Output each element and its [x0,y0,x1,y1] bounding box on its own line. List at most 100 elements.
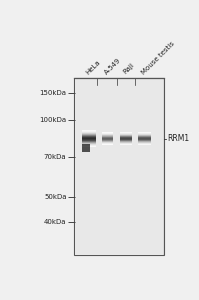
Bar [120,134,132,135]
Bar [82,141,96,142]
Text: 150kDa: 150kDa [40,90,66,96]
Bar [82,139,96,140]
Text: RRM1: RRM1 [167,134,189,143]
Bar [120,141,132,142]
Bar [120,135,132,136]
Bar [138,132,151,133]
Bar [82,147,96,148]
Bar [82,138,96,139]
Bar [82,145,96,146]
Bar [120,137,132,138]
Bar [102,132,113,133]
Bar [102,137,113,138]
Text: Mouse testis: Mouse testis [140,40,176,75]
Bar [82,145,96,146]
Bar [82,135,96,136]
Bar [102,135,113,136]
Bar [120,143,132,144]
Bar [102,138,113,139]
Bar [138,132,151,133]
Bar [138,137,151,138]
Text: 70kDa: 70kDa [44,154,66,160]
Bar [138,134,151,135]
Bar [82,146,96,147]
Text: 100kDa: 100kDa [39,117,66,123]
Bar [102,142,113,143]
Bar [120,142,132,143]
Text: A-549: A-549 [103,57,122,75]
Bar [138,142,151,143]
Bar [102,141,113,142]
Bar [102,136,113,137]
Bar [102,133,113,134]
Text: Raji: Raji [122,62,135,75]
Bar [82,134,96,135]
Bar [102,134,113,135]
Bar [82,134,96,135]
Bar [102,133,113,134]
Bar [120,138,132,139]
Bar [82,143,96,144]
Bar [120,145,132,146]
Bar [138,133,151,134]
Bar [82,132,96,133]
Bar [138,138,151,139]
Bar [138,139,151,140]
Bar [82,130,96,131]
Bar [138,143,151,144]
Bar [102,141,113,142]
Bar [120,138,132,139]
Bar [120,135,132,136]
Bar [120,133,132,134]
Bar [138,143,151,144]
Bar [102,140,113,141]
Bar [138,135,151,136]
Bar [82,137,96,138]
Bar [120,133,132,134]
Bar [138,134,151,135]
Bar [82,144,90,152]
Text: 40kDa: 40kDa [44,219,66,225]
Bar [82,142,96,143]
Bar [102,144,113,145]
Bar [102,135,113,136]
Bar [82,140,96,141]
Bar [102,138,113,139]
Bar [120,144,132,145]
Bar [82,130,96,131]
Bar [102,134,113,135]
Bar [138,140,151,141]
Bar [82,144,96,145]
Bar [82,139,96,140]
Bar [138,140,151,141]
Bar [102,139,113,140]
Bar [138,141,151,142]
Bar [120,141,132,142]
Bar [120,137,132,138]
Bar [138,135,151,136]
Bar [82,141,96,142]
Bar [120,132,132,133]
Bar [138,144,151,145]
Bar [102,143,113,144]
Bar [120,136,132,137]
Bar [102,142,113,143]
Bar [120,136,132,137]
Bar [82,136,96,137]
Bar [120,143,132,144]
Bar [120,140,132,141]
Bar [120,140,132,141]
Text: 50kDa: 50kDa [44,194,66,200]
Bar [138,142,151,143]
Bar [120,142,132,143]
Bar [82,132,96,133]
Bar [138,145,151,146]
Bar [120,134,132,135]
Bar [102,136,113,137]
Bar [75,78,163,255]
Bar [102,137,113,138]
Bar [102,143,113,144]
Bar [82,146,96,147]
Bar [138,138,151,139]
Bar [82,131,96,132]
